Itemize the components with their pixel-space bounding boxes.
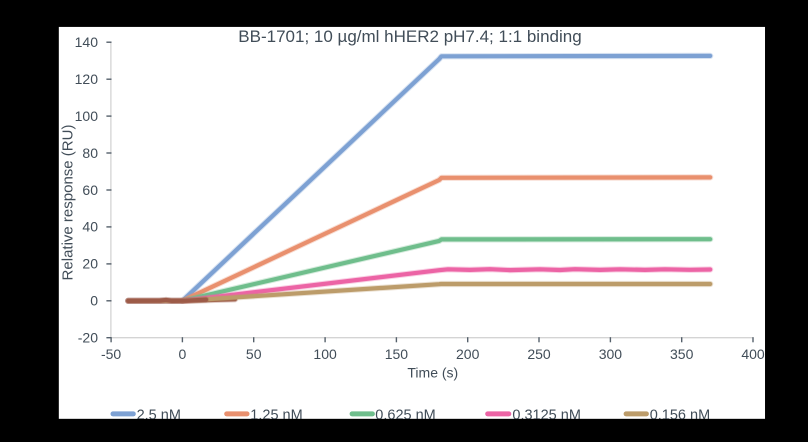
svg-text:150: 150 <box>385 346 409 362</box>
svg-text:40: 40 <box>82 219 98 235</box>
svg-text:80: 80 <box>82 145 98 161</box>
svg-text:60: 60 <box>82 182 98 198</box>
svg-text:100: 100 <box>313 346 337 362</box>
svg-text:20: 20 <box>82 256 98 272</box>
svg-text:BB-1701; 10 µg/ml hHER2 pH7.4;: BB-1701; 10 µg/ml hHER2 pH7.4; 1:1 bindi… <box>238 27 581 46</box>
svg-text:-50: -50 <box>101 346 121 362</box>
svg-text:100: 100 <box>75 108 99 124</box>
svg-text:140: 140 <box>75 34 99 50</box>
svg-text:Relative response (RU): Relative response (RU) <box>60 125 77 281</box>
svg-text:200: 200 <box>456 346 480 362</box>
svg-text:300: 300 <box>599 346 623 362</box>
svg-text:120: 120 <box>75 71 99 87</box>
svg-text:0: 0 <box>179 346 187 362</box>
svg-text:50: 50 <box>246 346 262 362</box>
svg-text:250: 250 <box>527 346 551 362</box>
svg-text:-20: -20 <box>78 330 98 346</box>
svg-text:Time (s): Time (s) <box>407 365 458 381</box>
svg-text:0: 0 <box>90 293 98 309</box>
svg-text:350: 350 <box>670 346 694 362</box>
svg-text:400: 400 <box>741 346 765 362</box>
